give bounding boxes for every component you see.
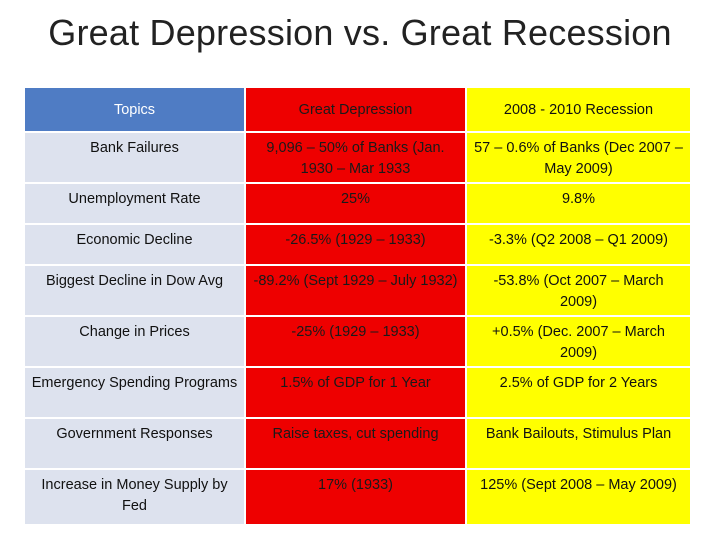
row-depression-value: 9,096 – 50% of Banks (Jan. 1930 – Mar 19… [246, 133, 467, 184]
table-row: Economic Decline -26.5% (1929 – 1933) -3… [25, 225, 690, 266]
table-row: Unemployment Rate 25% 9.8% [25, 184, 690, 225]
row-recession-value: 2.5% of GDP for 2 Years [467, 368, 690, 419]
table-row: Increase in Money Supply by Fed 17% (193… [25, 470, 690, 526]
row-topic: Emergency Spending Programs [25, 368, 246, 419]
row-recession-value: 57 – 0.6% of Banks (Dec 2007 – May 2009) [467, 133, 690, 184]
row-topic: Government Responses [25, 419, 246, 470]
table-row: Biggest Decline in Dow Avg -89.2% (Sept … [25, 266, 690, 317]
row-recession-value: -53.8% (Oct 2007 – March 2009) [467, 266, 690, 317]
table-row: Emergency Spending Programs 1.5% of GDP … [25, 368, 690, 419]
header-recession: 2008 - 2010 Recession [467, 88, 690, 133]
row-topic: Bank Failures [25, 133, 246, 184]
row-depression-value: 25% [246, 184, 467, 225]
row-recession-value: Bank Bailouts, Stimulus Plan [467, 419, 690, 470]
table-row: Bank Failures 9,096 – 50% of Banks (Jan.… [25, 133, 690, 184]
header-great-depression: Great Depression [246, 88, 467, 133]
row-depression-value: -89.2% (Sept 1929 – July 1932) [246, 266, 467, 317]
row-depression-value: -26.5% (1929 – 1933) [246, 225, 467, 266]
row-topic: Biggest Decline in Dow Avg [25, 266, 246, 317]
row-recession-value: +0.5% (Dec. 2007 – March 2009) [467, 317, 690, 368]
row-recession-value: 125% (Sept 2008 – May 2009) [467, 470, 690, 526]
row-depression-value: -25% (1929 – 1933) [246, 317, 467, 368]
row-depression-value: 1.5% of GDP for 1 Year [246, 368, 467, 419]
comparison-table: Topics Great Depression 2008 - 2010 Rece… [25, 88, 690, 526]
row-topic: Economic Decline [25, 225, 246, 266]
row-topic: Unemployment Rate [25, 184, 246, 225]
table-header-row: Topics Great Depression 2008 - 2010 Rece… [25, 88, 690, 133]
row-depression-value: Raise taxes, cut spending [246, 419, 467, 470]
table-row: Government Responses Raise taxes, cut sp… [25, 419, 690, 470]
header-topics: Topics [25, 88, 246, 133]
page-title: Great Depression vs. Great Recession [48, 12, 672, 53]
table-row: Change in Prices -25% (1929 – 1933) +0.5… [25, 317, 690, 368]
row-recession-value: 9.8% [467, 184, 690, 225]
row-depression-value: 17% (1933) [246, 470, 467, 526]
row-recession-value: -3.3% (Q2 2008 – Q1 2009) [467, 225, 690, 266]
row-topic: Increase in Money Supply by Fed [25, 470, 246, 526]
row-topic: Change in Prices [25, 317, 246, 368]
